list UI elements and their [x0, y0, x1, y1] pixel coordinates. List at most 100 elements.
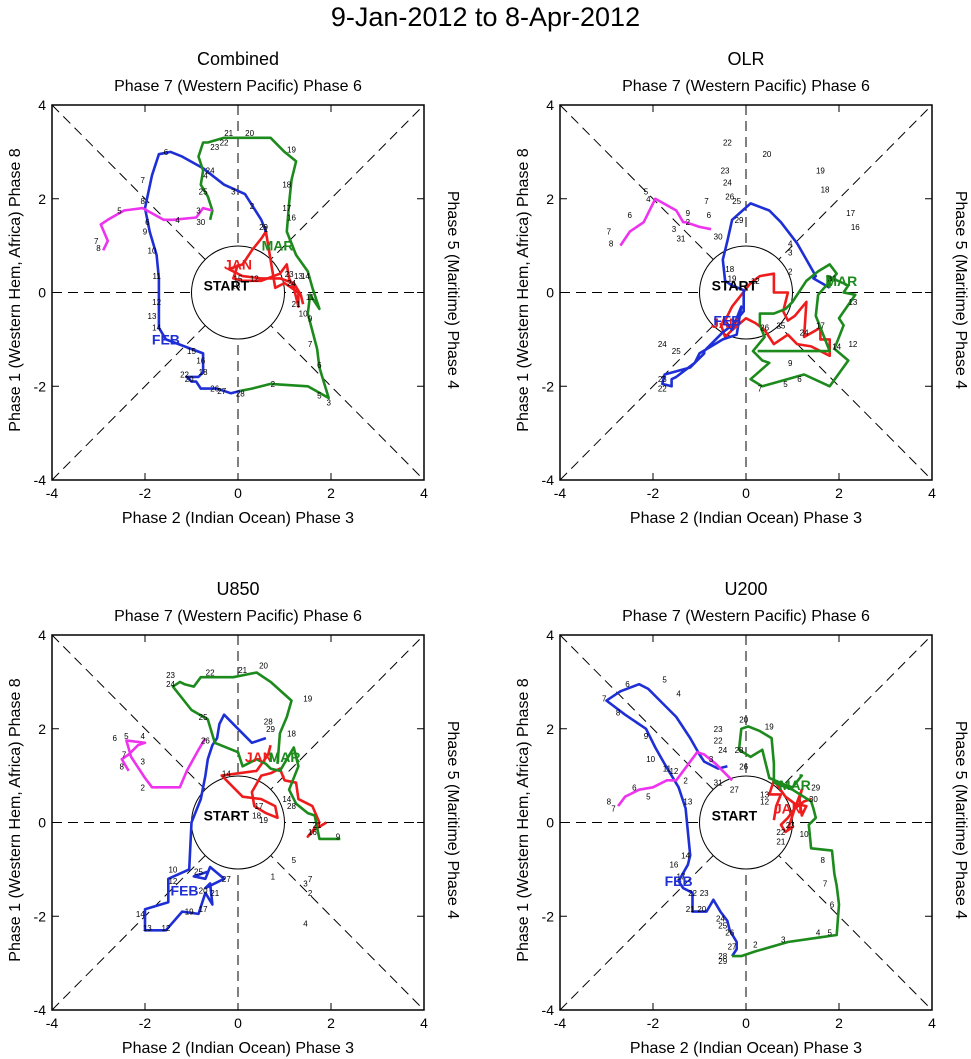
chart-olr: OLR Phase 7 (Western Pacific) Phase 6 Ph…	[515, 49, 969, 527]
day-label: 25	[194, 868, 203, 877]
day-label: 30	[714, 232, 723, 241]
day-label: 11	[152, 272, 161, 281]
day-label: 20	[185, 375, 194, 384]
day-label: 25	[199, 713, 208, 722]
day-label: 18	[725, 265, 734, 274]
day-label: 5	[662, 676, 667, 685]
series-line-jan	[767, 779, 812, 834]
day-label: 9	[644, 732, 649, 741]
day-label: 22	[220, 139, 229, 148]
top-axis-label: Phase 7 (Western Pacific) Phase 6	[114, 78, 362, 95]
series-line-apr	[99, 206, 213, 251]
y-tick-label: -2	[34, 908, 47, 924]
chart-title: OLR	[727, 49, 764, 69]
day-label: 5	[124, 732, 129, 741]
y-tick-label: -4	[542, 1002, 555, 1018]
top-axis-label: Phase 7 (Western Pacific) Phase 6	[114, 608, 362, 625]
day-label: 13	[294, 272, 303, 281]
day-label: 5	[292, 856, 297, 865]
series-line-mar	[171, 671, 341, 841]
series-line-jan	[220, 744, 328, 838]
y-tick-label: 0	[546, 285, 554, 301]
day-label: 17	[199, 905, 208, 914]
day-label: 19	[816, 167, 825, 176]
month-label-feb: FEB	[152, 331, 180, 347]
series-line-mar	[197, 136, 331, 400]
day-label: 23	[658, 375, 667, 384]
y-tick-label: 4	[546, 627, 554, 643]
day-label: 5	[117, 206, 122, 215]
day-label: 7	[122, 751, 127, 760]
day-label: 21	[238, 666, 247, 675]
day-label: 8	[609, 239, 614, 248]
day-label: 5	[783, 380, 788, 389]
day-label: 27	[222, 875, 231, 884]
day-label: 2	[308, 889, 313, 898]
day-label: 28	[287, 802, 296, 811]
day-label: 2	[271, 380, 276, 389]
day-label: 5	[317, 392, 322, 401]
top-axis-label: Phase 7 (Western Pacific) Phase 6	[622, 78, 870, 95]
month-label-feb: FEB	[713, 313, 741, 329]
day-label: 16	[669, 861, 678, 870]
day-label: 6	[628, 211, 633, 220]
start-label: START	[712, 807, 758, 823]
day-label: 6	[625, 680, 630, 689]
y-tick-label: 4	[38, 97, 46, 113]
day-label: 21	[776, 837, 785, 846]
day-label: 22	[723, 139, 732, 148]
day-label: 13	[683, 797, 692, 806]
series-line-apr	[619, 197, 712, 247]
day-label: 23	[714, 725, 723, 734]
day-label: 14	[136, 910, 145, 919]
day-label: 6	[632, 783, 637, 792]
day-label: 20	[199, 886, 208, 895]
y-tick-label: -4	[34, 472, 47, 488]
day-label: 18	[199, 368, 208, 377]
day-label: 3	[781, 936, 786, 945]
day-label: 25	[199, 188, 208, 197]
day-label: 29	[266, 725, 275, 734]
day-label: 8	[140, 197, 145, 206]
day-label: 24	[658, 340, 667, 349]
month-label-mar: MAR	[779, 777, 811, 793]
day-label: 8	[820, 856, 825, 865]
day-label: 8	[616, 708, 621, 717]
day-label: 23	[210, 143, 219, 152]
day-label: 24	[206, 167, 215, 176]
day-label: 9	[143, 228, 148, 237]
top-axis-label: Phase 7 (Western Pacific) Phase 6	[622, 608, 870, 625]
y-tick-label: 0	[546, 815, 554, 831]
month-label-feb: FEB	[171, 882, 199, 898]
left-axis-label: Phase 1 (Western Hem, Africa) Phase 8	[7, 678, 24, 961]
day-label: 24	[723, 178, 732, 187]
y-tick-label: -4	[542, 472, 555, 488]
y-tick-label: 4	[546, 97, 554, 113]
chart-title: U200	[724, 579, 767, 599]
x-tick-label: 0	[234, 485, 242, 501]
month-label-mar: MAR	[262, 238, 294, 254]
day-label: 20	[762, 150, 771, 159]
series-line-feb	[661, 202, 831, 388]
day-label: 12	[250, 274, 259, 283]
series-line-mar	[732, 725, 841, 958]
day-label: 24	[166, 680, 175, 689]
x-tick-label: 4	[928, 485, 936, 501]
day-label: 31	[676, 235, 685, 244]
month-label-jan: JAN	[711, 315, 739, 331]
chart-combined: Combined Phase 7 (Western Pacific) Phase…	[7, 49, 461, 527]
day-label: 12	[152, 298, 161, 307]
day-label: 21	[686, 905, 695, 914]
day-label: 6	[797, 375, 802, 384]
bottom-axis-label: Phase 2 (Indian Ocean) Phase 3	[122, 510, 354, 527]
y-tick-label: 2	[38, 191, 46, 207]
day-label: 4	[303, 919, 308, 928]
day-label: 13	[143, 924, 152, 933]
day-label: 2	[686, 218, 691, 227]
day-label: 18	[282, 181, 291, 190]
day-label: 7	[611, 804, 616, 813]
day-label: 7	[140, 176, 145, 185]
day-label: 17	[816, 321, 825, 330]
day-label: 1	[271, 872, 276, 881]
day-label: 16	[287, 214, 296, 223]
